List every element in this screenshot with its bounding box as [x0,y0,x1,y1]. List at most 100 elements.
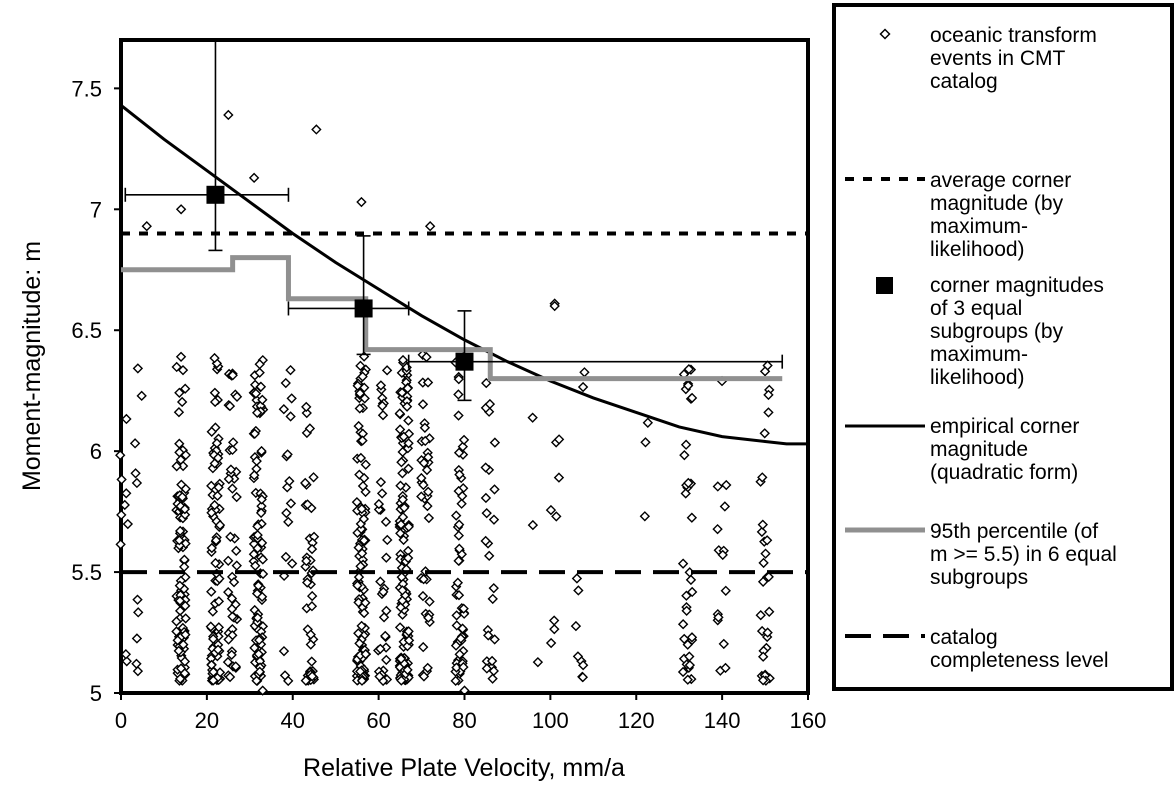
event-point [545,637,557,649]
event-point [382,534,393,546]
event-point [306,543,318,555]
event-point [548,615,560,626]
event-point [357,480,369,492]
x-tick-label: 40 [281,708,305,733]
event-point [571,573,583,584]
event-point [713,612,724,623]
event-point [454,543,465,554]
event-point [489,437,501,448]
event-points [115,109,775,696]
event-point [306,590,318,602]
event-point [285,364,296,376]
event-point [417,590,429,602]
event-point [681,590,692,601]
event-point [257,394,268,405]
event-point [450,675,461,687]
y-tick-label: 7.5 [71,76,102,101]
event-point [763,389,774,401]
event-point [359,393,370,404]
x-tick-label: 0 [115,708,127,733]
legend-text-line: likelihood) [930,238,1025,261]
event-point [454,649,465,660]
event-point [717,549,728,561]
event-point [132,594,143,605]
event-point [172,635,183,646]
event-point [686,586,698,598]
event-point [759,428,770,439]
y-tick-label: 6 [90,439,102,464]
event-point [395,528,406,539]
event-point [132,363,144,374]
event-point [179,509,191,520]
legend-text-line: (quadratic form) [930,461,1078,484]
event-point [208,449,220,461]
event-point [487,593,498,605]
event-point [376,488,388,499]
event-point [403,521,414,532]
event-point [174,535,185,546]
event-point [141,221,152,232]
event-point [719,501,731,512]
event-point [373,498,385,510]
event-point [374,671,385,682]
event-point [450,640,462,651]
event-point [480,535,491,547]
event-point [358,535,370,546]
event-point [375,380,387,391]
event-point [255,507,267,519]
event-point [354,638,365,649]
event-point [532,656,544,668]
event-point [757,576,769,587]
event-point [764,606,775,617]
event-point [180,613,191,624]
event-point [353,420,364,432]
event-point [685,574,697,586]
event-point [397,494,408,505]
percentile-step-line [121,255,783,382]
event-point [397,468,408,479]
event-point [179,561,190,573]
legend-marker-square [876,277,893,294]
event-point [305,639,316,650]
event-point [131,477,143,489]
x-axis-title: Relative Plate Velocity, mm/a [303,754,625,782]
event-point [757,675,769,686]
event-point [395,519,407,530]
event-point [122,518,134,530]
event-point [403,635,415,646]
event-point [397,446,408,458]
event-point [131,658,142,669]
event-point [570,620,582,632]
event-point [131,633,143,644]
event-point [402,552,414,564]
event-point [458,603,469,614]
event-point [763,407,774,418]
event-point [225,531,236,543]
event-point [377,410,389,421]
event-point [256,494,267,505]
event-point [206,586,217,597]
event-point [227,444,238,456]
event-point [401,401,413,412]
event-point [377,400,388,412]
event-point [212,644,224,655]
event-point [453,447,465,458]
legend-text-line: magnitude [930,438,1028,461]
event-point [226,649,237,661]
event-point [720,662,731,674]
event-point [480,462,491,473]
event-point [278,645,290,657]
event-point [207,606,219,617]
event-point [302,499,313,510]
event-point [356,196,367,208]
event-point [353,571,365,583]
event-point [484,550,495,562]
event-point [223,586,234,598]
event-point [375,476,387,488]
event-point [227,437,239,448]
corner-magnitude-square [206,185,225,204]
event-point [381,365,393,376]
event-point [285,498,297,509]
